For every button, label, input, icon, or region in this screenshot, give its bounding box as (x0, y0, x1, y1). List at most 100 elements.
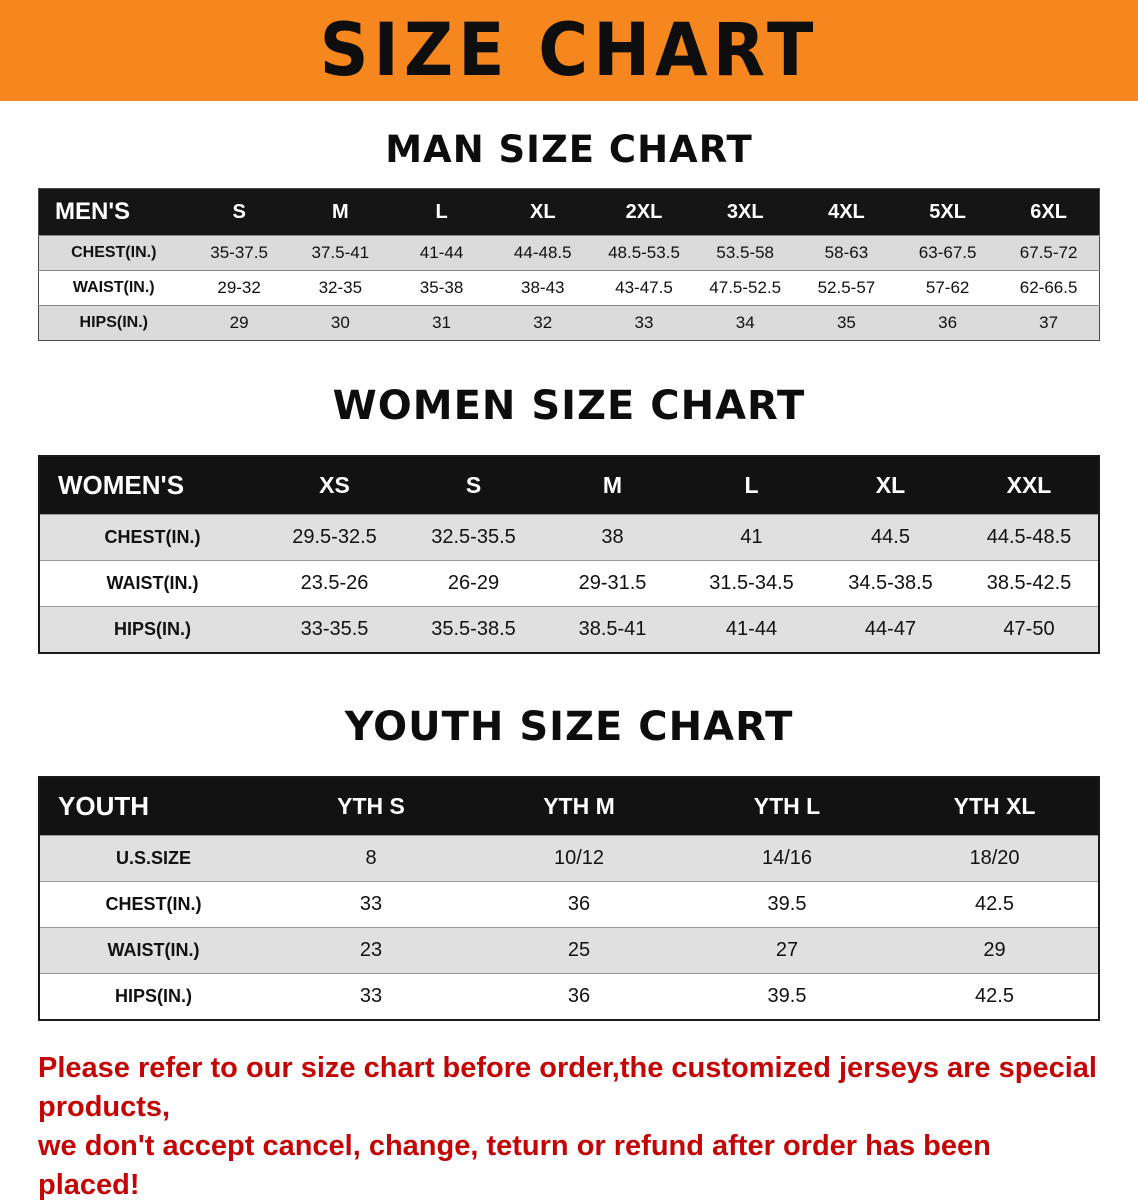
value-cell: 33 (267, 973, 475, 1020)
page-title: SIZE CHART (319, 7, 819, 94)
women-size-table: WOMEN'S XS S M L XL XXL CHEST(IN.) 29.5-32.5 32.5… (38, 455, 1100, 654)
value-cell: 32 (492, 305, 594, 341)
youth-size-table: YOUTH YTH S YTH M YTH L YTH XL U.S.SIZE 8 10/12… (38, 776, 1100, 1021)
value-cell: 29-32 (188, 270, 290, 306)
table-row: CHEST(IN.) 29.5-32.5 32.5-35.5 38 41 44.5 44.5… (39, 514, 1099, 561)
table-title-cell: MEN'S (38, 188, 189, 236)
size-header-cell: YTH L (683, 777, 891, 836)
row-label-cell: HIPS(IN.) (39, 973, 267, 1020)
value-cell: 32.5-35.5 (404, 514, 543, 561)
header-row: WOMEN'S XS S M L XL XXL (39, 456, 1099, 515)
value-cell: 23.5-26 (265, 560, 404, 607)
notice-line-2: we don't accept cancel, change, teturn o… (38, 1129, 991, 1201)
table-row: WAIST(IN.) 23 25 27 29 (39, 927, 1099, 974)
value-cell: 44-48.5 (492, 235, 594, 271)
value-cell: 41-44 (390, 235, 493, 271)
value-cell: 48.5-53.5 (593, 235, 695, 271)
value-cell: 53.5-58 (694, 235, 796, 271)
table-row: WAIST(IN.) 29-32 32-35 35-38 38-43 43-47.5 47.… (38, 270, 1100, 306)
value-cell: 57-62 (897, 270, 999, 306)
row-label-cell: HIPS(IN.) (39, 606, 265, 653)
header-row: MEN'S S M L XL 2XL 3XL 4XL 5XL 6XL (38, 188, 1100, 236)
table-title-cell: YOUTH (39, 777, 267, 836)
value-cell: 29.5-32.5 (265, 514, 404, 561)
value-cell: 36 (475, 881, 683, 928)
value-cell: 38.5-42.5 (960, 560, 1099, 607)
value-cell: 30 (289, 305, 391, 341)
size-header-cell: YTH S (267, 777, 475, 836)
size-header-cell: M (289, 188, 391, 236)
value-cell: 34 (694, 305, 796, 341)
size-header-cell: L (682, 456, 821, 515)
row-label-cell: CHEST(IN.) (39, 881, 267, 928)
value-cell: 44.5 (821, 514, 960, 561)
table-title-cell: WOMEN'S (39, 456, 265, 515)
row-label-cell: WAIST(IN.) (39, 560, 265, 607)
women-section-heading: WOMEN SIZE CHART (332, 383, 806, 429)
row-label-cell: WAIST(IN.) (39, 927, 267, 974)
value-cell: 8 (267, 835, 475, 882)
value-cell: 29-31.5 (543, 560, 682, 607)
value-cell: 63-67.5 (897, 235, 999, 271)
size-header-cell: S (188, 188, 290, 236)
value-cell: 52.5-57 (795, 270, 898, 306)
value-cell: 33-35.5 (265, 606, 404, 653)
value-cell: 36 (897, 305, 999, 341)
value-cell: 26-29 (404, 560, 543, 607)
value-cell: 42.5 (891, 881, 1099, 928)
value-cell: 27 (683, 927, 891, 974)
value-cell: 62-66.5 (998, 270, 1100, 306)
value-cell: 37.5-41 (289, 235, 391, 271)
row-label-cell: WAIST(IN.) (38, 270, 189, 306)
size-header-cell: XL (492, 188, 594, 236)
youth-section-heading: YOUTH SIZE CHART (344, 704, 794, 750)
value-cell: 47-50 (960, 606, 1099, 653)
value-cell: 35-38 (390, 270, 493, 306)
banner: SIZE CHART (0, 0, 1138, 101)
size-header-cell: S (404, 456, 543, 515)
row-label-cell: HIPS(IN.) (38, 305, 189, 341)
value-cell: 42.5 (891, 973, 1099, 1020)
value-cell: 38-43 (492, 270, 594, 306)
value-cell: 23 (267, 927, 475, 974)
value-cell: 41-44 (682, 606, 821, 653)
row-label-cell: CHEST(IN.) (38, 235, 189, 271)
value-cell: 33 (267, 881, 475, 928)
row-label-cell: U.S.SIZE (39, 835, 267, 882)
value-cell: 18/20 (891, 835, 1099, 882)
value-cell: 10/12 (475, 835, 683, 882)
header-row: YOUTH YTH S YTH M YTH L YTH XL (39, 777, 1099, 836)
size-header-cell: 4XL (795, 188, 898, 236)
order-notice: Please refer to our size chart before or… (0, 1049, 1138, 1204)
value-cell: 32-35 (289, 270, 391, 306)
value-cell: 43-47.5 (593, 270, 695, 306)
value-cell: 39.5 (683, 973, 891, 1020)
value-cell: 44.5-48.5 (960, 514, 1099, 561)
size-header-cell: XS (265, 456, 404, 515)
size-header-cell: 2XL (593, 188, 695, 236)
value-cell: 35.5-38.5 (404, 606, 543, 653)
row-label-cell: CHEST(IN.) (39, 514, 265, 561)
men-size-table: MEN'S S M L XL 2XL 3XL 4XL 5XL 6XL CHEST(IN.) 35-37… (38, 188, 1100, 341)
value-cell: 38.5-41 (543, 606, 682, 653)
size-header-cell: M (543, 456, 682, 515)
table-row: U.S.SIZE 8 10/12 14/16 18/20 (39, 835, 1099, 882)
table-row: HIPS(IN.) 29 30 31 32 33 34 35 36 37 (38, 305, 1100, 341)
value-cell: 67.5-72 (998, 235, 1100, 271)
notice-line-1: Please refer to our size chart before or… (38, 1052, 1097, 1123)
value-cell: 35-37.5 (188, 235, 290, 271)
value-cell: 44-47 (821, 606, 960, 653)
size-header-cell: 6XL (998, 188, 1100, 236)
size-header-cell: YTH M (475, 777, 683, 836)
size-header-cell: L (390, 188, 493, 236)
value-cell: 31 (390, 305, 493, 341)
table-row: CHEST(IN.) 35-37.5 37.5-41 41-44 44-48.5 48.5… (38, 235, 1100, 271)
value-cell: 58-63 (795, 235, 898, 271)
men-section-heading: MAN SIZE CHART (385, 128, 753, 171)
table-row: HIPS(IN.) 33 36 39.5 42.5 (39, 973, 1099, 1020)
value-cell: 38 (543, 514, 682, 561)
value-cell: 29 (891, 927, 1099, 974)
value-cell: 29 (188, 305, 290, 341)
value-cell: 31.5-34.5 (682, 560, 821, 607)
